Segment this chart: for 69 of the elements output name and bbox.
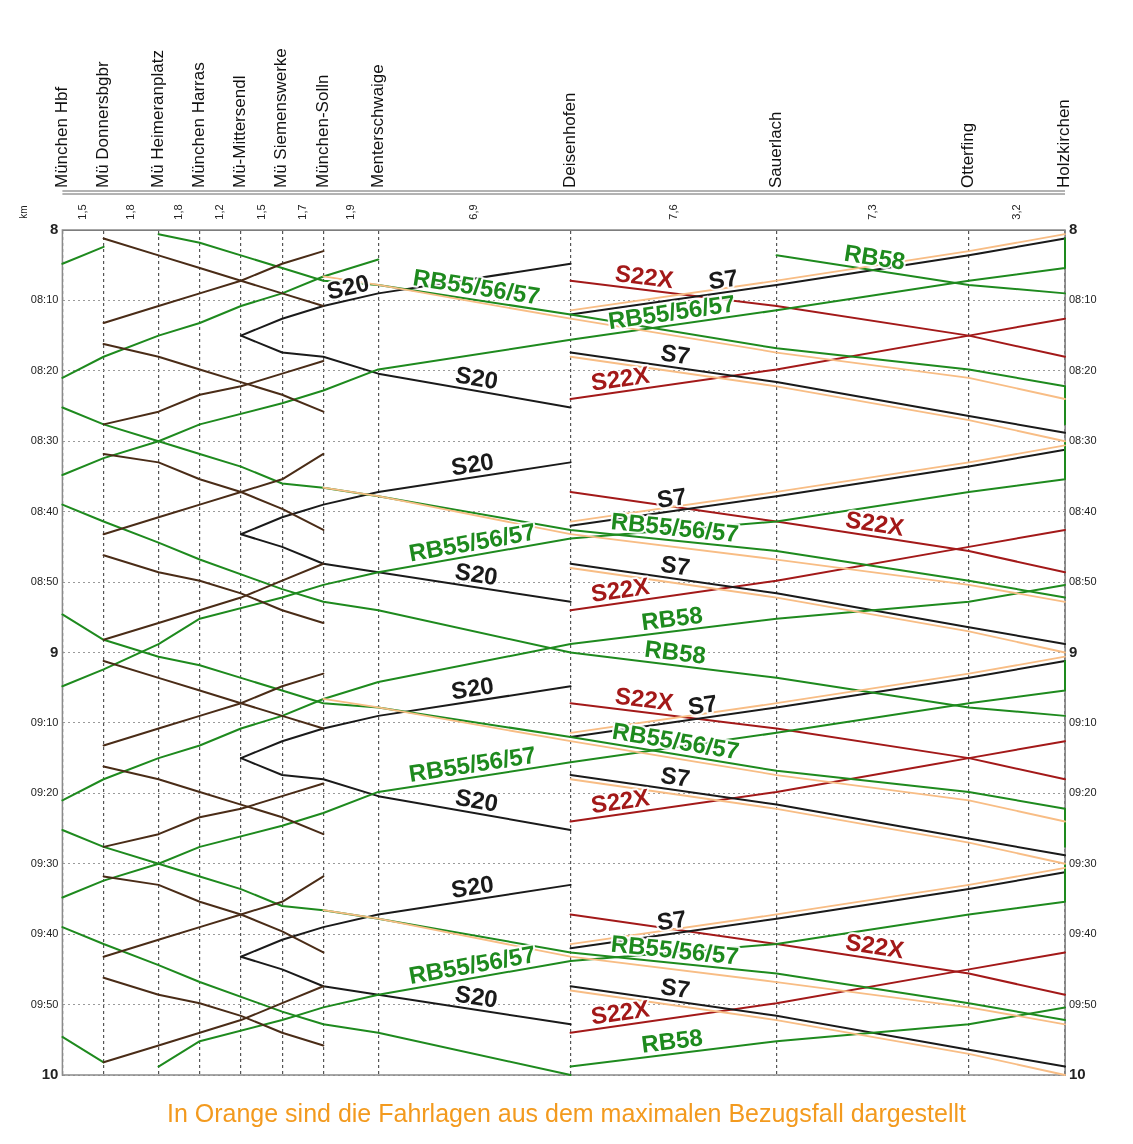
text: S20 xyxy=(323,268,372,305)
y2-tick-label: 09:30 xyxy=(1069,856,1097,869)
x-tick-label: Menterschwaige xyxy=(367,64,387,188)
y2-tick-label: 8 xyxy=(1069,220,1078,238)
text: S20 xyxy=(453,979,500,1013)
text: In Orange sind die Fahrlagen aus dem maximalen Bezugsfall dargestellt xyxy=(165,1099,968,1128)
x-tick-label: Sauerlach xyxy=(765,111,785,188)
y2-tick-label: 08:20 xyxy=(1069,363,1097,376)
y2-tick-label: 08:10 xyxy=(1069,293,1097,306)
text: RB55/56/57 xyxy=(411,263,542,310)
text: S20 xyxy=(449,671,496,705)
text: 3,2 xyxy=(1009,204,1022,220)
y-tick-label: 8 xyxy=(50,220,59,238)
text: S20 xyxy=(453,557,500,591)
text: S22X xyxy=(613,681,676,716)
y-tick-label: 08:40 xyxy=(30,504,59,517)
text: 7,6 xyxy=(666,204,679,220)
y2-tick-label: 09:50 xyxy=(1069,997,1097,1010)
y2-tick-label: 08:30 xyxy=(1069,434,1097,447)
text: S22X xyxy=(589,783,652,819)
text: 1,8 xyxy=(172,204,185,220)
x-tick-label: Holzkirchen xyxy=(1054,99,1074,188)
x-tick-label: Otterfing xyxy=(958,122,978,188)
text: S22X xyxy=(589,360,652,396)
text: 6,9 xyxy=(467,204,480,220)
text: S7 xyxy=(659,338,692,370)
x-tick-label: München-Solln xyxy=(312,74,332,188)
y-tick-label: 9 xyxy=(50,642,59,660)
text: S7 xyxy=(659,972,692,1004)
y-tick-label: 09:50 xyxy=(30,997,59,1010)
text: 1,8 xyxy=(124,204,137,220)
x-tick-label: Deisenhofen xyxy=(559,92,579,188)
x-tick-label: Mü-Mittersendl xyxy=(230,75,250,188)
text: S20 xyxy=(449,447,496,481)
y-tick-label: 10 xyxy=(41,1065,59,1083)
y-tick-label: 08:30 xyxy=(30,434,59,447)
text: 1,7 xyxy=(295,204,308,220)
text: S22X xyxy=(843,505,906,541)
text: 1,5 xyxy=(254,204,267,220)
x-tick-label: München Hbf xyxy=(51,86,71,188)
y2-tick-label: 09:20 xyxy=(1069,786,1097,799)
x-tick-label: Mü Siemenswerke xyxy=(271,48,291,188)
x-tick-label: Mü Heimeranplatz xyxy=(147,50,167,188)
text: RB58 xyxy=(643,634,708,669)
x-tick-label: Mü Donnersbgbr xyxy=(92,61,112,188)
y-tick-label: 09:30 xyxy=(30,856,59,869)
y-tick-label: 09:20 xyxy=(30,786,59,799)
x-tick-label: München Harras xyxy=(189,62,209,188)
text: 1,2 xyxy=(213,204,226,220)
text: 1,5 xyxy=(76,204,89,220)
y2-tick-label: 08:50 xyxy=(1069,575,1097,588)
text: S22X xyxy=(843,927,906,964)
text: 1,9 xyxy=(343,204,356,220)
y2-tick-label: 9 xyxy=(1069,642,1078,660)
text: 7,3 xyxy=(865,204,878,220)
text: km xyxy=(18,205,30,219)
y-tick-label: 08:10 xyxy=(30,293,59,306)
text: S20 xyxy=(453,360,501,395)
y-tick-label: 09:10 xyxy=(30,715,59,728)
y2-tick-label: 09:10 xyxy=(1069,715,1097,728)
y-tick-label: 09:40 xyxy=(30,927,59,940)
y2-tick-label: 09:40 xyxy=(1069,927,1097,940)
y-tick-label: 08:20 xyxy=(30,363,59,376)
text: S20 xyxy=(449,869,496,903)
y-tick-label: 08:50 xyxy=(30,575,59,588)
text: S7 xyxy=(659,549,692,581)
text: RB58 xyxy=(842,238,908,275)
y2-tick-label: 10 xyxy=(1069,1065,1086,1083)
y2-tick-label: 08:40 xyxy=(1069,504,1097,517)
